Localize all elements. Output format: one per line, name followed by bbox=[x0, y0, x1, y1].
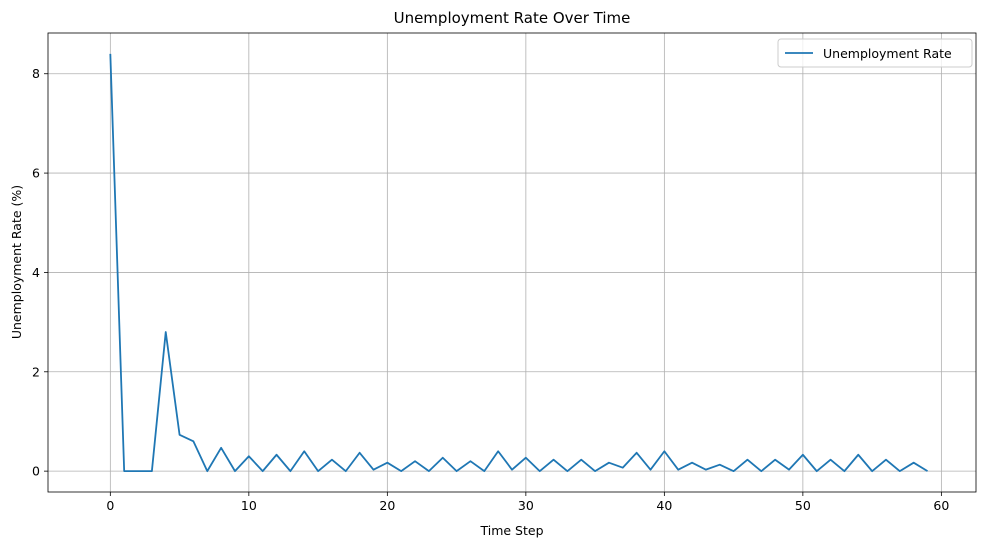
legend-box bbox=[777, 38, 973, 68]
grid bbox=[48, 33, 976, 492]
y-axis: 0 2 4 6 8 bbox=[32, 66, 48, 479]
legend-label: Unemployment Rate bbox=[823, 46, 952, 61]
x-tick-label: 30 bbox=[518, 498, 534, 513]
y-tick-label: 8 bbox=[32, 66, 40, 81]
x-tick-label: 20 bbox=[379, 498, 395, 513]
y-tick-label: 6 bbox=[32, 166, 40, 181]
series-layer bbox=[109, 53, 928, 473]
y-tick-label: 4 bbox=[32, 265, 40, 280]
chart-title: Unemployment Rate Over Time bbox=[394, 9, 631, 27]
plot-frame bbox=[47, 32, 977, 493]
series-line-unemployment-rate bbox=[109, 53, 928, 473]
x-tick-label: 0 bbox=[106, 498, 114, 513]
y-axis-label: Unemployment Rate (%) bbox=[9, 185, 24, 339]
x-tick-label: 50 bbox=[795, 498, 811, 513]
x-axis: 0 10 20 30 40 50 60 bbox=[106, 492, 949, 513]
x-tick-label: 60 bbox=[933, 498, 949, 513]
y-tick-label: 2 bbox=[32, 364, 40, 379]
x-tick-label: 40 bbox=[656, 498, 672, 513]
y-tick-label: 0 bbox=[32, 464, 40, 479]
x-axis-label: Time Step bbox=[479, 523, 543, 538]
legend: Unemployment Rate bbox=[777, 38, 973, 68]
x-tick-label: 10 bbox=[241, 498, 257, 513]
